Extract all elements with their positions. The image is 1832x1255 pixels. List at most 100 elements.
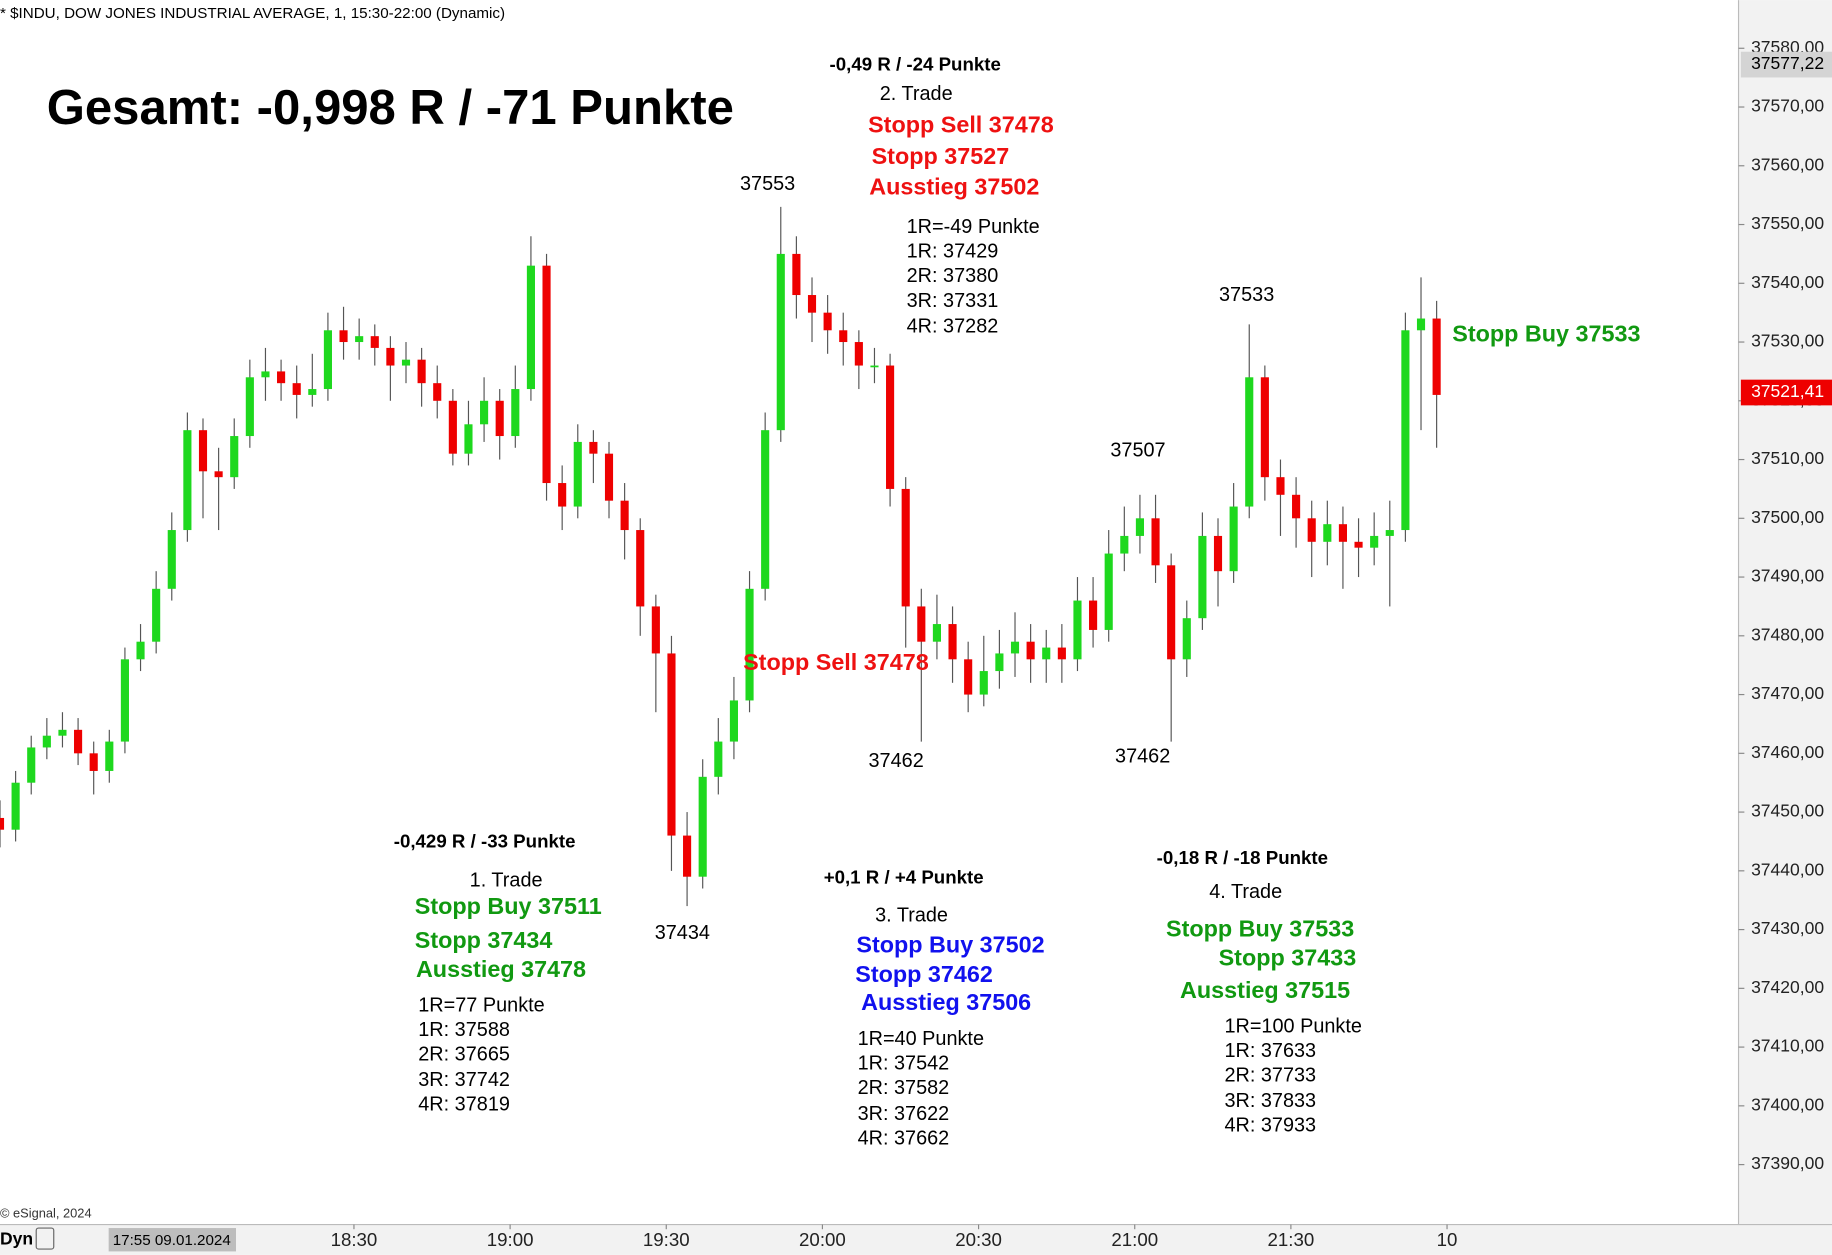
- x-tick-label: 10: [1437, 1229, 1458, 1250]
- y-tick-label: 37430,00: [1751, 918, 1824, 938]
- candle-body: [261, 371, 270, 378]
- candle-body: [1292, 494, 1301, 519]
- annotation: 1. Trade: [470, 869, 543, 891]
- candle-body: [1401, 330, 1410, 531]
- candle-body: [308, 389, 317, 395]
- candle-body: [167, 530, 176, 589]
- annotation: 3R: 37331: [907, 290, 999, 312]
- candle-body: [1104, 553, 1113, 630]
- annotation: 37553: [740, 173, 795, 195]
- annotation: -0,18 R / -18 Punkte: [1157, 847, 1328, 868]
- candle-body: [1213, 535, 1223, 572]
- y-tick-label: 37440,00: [1751, 859, 1824, 879]
- candle-body: [105, 741, 114, 771]
- candle-body: [74, 729, 83, 754]
- candle-body: [1416, 318, 1426, 331]
- annotation: 1R: 37588: [418, 1019, 510, 1041]
- x-tick-label: 20:30: [955, 1229, 1002, 1250]
- annotation: Stopp Buy 37511: [415, 893, 602, 919]
- candle-body: [214, 471, 223, 478]
- annotation: Ausstieg 37506: [861, 989, 1031, 1015]
- candle-body: [511, 389, 520, 437]
- price-marker-label: 37577,22: [1751, 53, 1824, 73]
- annotation: 37507: [1110, 439, 1165, 461]
- candle-body: [1260, 377, 1269, 478]
- price-marker: [1740, 379, 1832, 406]
- candle-body: [901, 488, 910, 607]
- annotation: 3. Trade: [875, 904, 948, 926]
- annotation: 2. Trade: [880, 83, 953, 105]
- candle-body: [448, 400, 457, 454]
- chart-header: * $INDU, DOW JONES INDUSTRIAL AVERAGE, 1…: [0, 5, 505, 22]
- candle-body: [526, 265, 535, 390]
- candle-body: [979, 671, 988, 695]
- candle-body: [1151, 518, 1160, 566]
- candle-body: [948, 624, 957, 660]
- candle-body: [886, 365, 895, 489]
- candle-body: [1010, 641, 1020, 654]
- candle-body: [1182, 618, 1191, 660]
- candle-body: [729, 700, 738, 742]
- y-tick-label: 37480,00: [1751, 624, 1824, 644]
- annotation: 37462: [1115, 745, 1170, 767]
- copyright: © eSignal, 2024: [0, 1205, 92, 1220]
- x-tick-label: 19:00: [487, 1229, 534, 1250]
- candle-body: [1198, 535, 1207, 619]
- candle-body: [277, 371, 286, 384]
- candle-body: [1370, 535, 1379, 548]
- candle-body: [1042, 647, 1051, 660]
- candle-body: [401, 359, 411, 366]
- annotation: Stopp Buy 37533: [1166, 915, 1354, 941]
- candle-body: [776, 253, 785, 431]
- x-tick-label: 20:00: [799, 1229, 846, 1250]
- annotation: Stopp Buy 37502: [856, 932, 1044, 958]
- plot-area: [0, 0, 1739, 1224]
- annotation: 2R: 37582: [858, 1077, 950, 1099]
- lock-icon[interactable]: [35, 1227, 55, 1250]
- candle-body: [198, 430, 208, 472]
- annotation: Stopp 37433: [1219, 944, 1357, 970]
- annotation: Stopp Buy 37533: [1452, 321, 1640, 347]
- y-tick-label: 37410,00: [1751, 1036, 1824, 1056]
- annotation: 2R: 37380: [907, 265, 999, 287]
- candle-body: [370, 336, 379, 348]
- annotation: 1R: 37429: [907, 241, 999, 263]
- candle-body: [1135, 518, 1144, 536]
- annotation: Stopp 37462: [855, 961, 993, 987]
- annotation: 1R=100 Punkte: [1224, 1015, 1361, 1037]
- candle-body: [27, 747, 36, 783]
- candle-body: [1307, 518, 1316, 542]
- candle-body: [1120, 535, 1129, 554]
- annotation: 4R: 37819: [418, 1094, 510, 1116]
- annotation: 2R: 37665: [418, 1043, 510, 1065]
- candle-body: [823, 312, 832, 331]
- annotation: 4R: 37662: [858, 1127, 950, 1149]
- candle-body: [11, 782, 20, 830]
- annotation: 3R: 37742: [418, 1069, 510, 1091]
- y-tick-label: 37570,00: [1751, 96, 1824, 116]
- annotation: Ausstieg 37515: [1180, 977, 1350, 1003]
- candle-body: [714, 741, 723, 777]
- candle-body: [1354, 541, 1363, 548]
- annotation: Ausstieg 37502: [869, 173, 1039, 199]
- candle-body: [651, 606, 660, 654]
- candle-body: [932, 624, 941, 642]
- candle-body: [1167, 565, 1176, 660]
- time-axis-panel: [0, 1224, 1832, 1255]
- y-tick-label: 37450,00: [1751, 801, 1824, 821]
- candle-body: [1026, 641, 1035, 660]
- candle-body: [152, 588, 161, 642]
- candle-body: [1338, 524, 1347, 542]
- candle-body: [636, 530, 645, 607]
- y-tick-label: 37530,00: [1751, 331, 1824, 351]
- candle-body: [1432, 318, 1441, 395]
- candle-body: [807, 295, 817, 313]
- y-tick-label: 37550,00: [1751, 213, 1824, 233]
- interval-label: Dyn: [0, 1228, 33, 1248]
- annotation: 4R: 37933: [1224, 1115, 1316, 1137]
- annotation: Stopp 37434: [415, 927, 553, 953]
- annotation: 3R: 37833: [1224, 1090, 1316, 1112]
- annotation: 3R: 37622: [858, 1103, 950, 1125]
- y-tick-label: 37420,00: [1751, 977, 1824, 997]
